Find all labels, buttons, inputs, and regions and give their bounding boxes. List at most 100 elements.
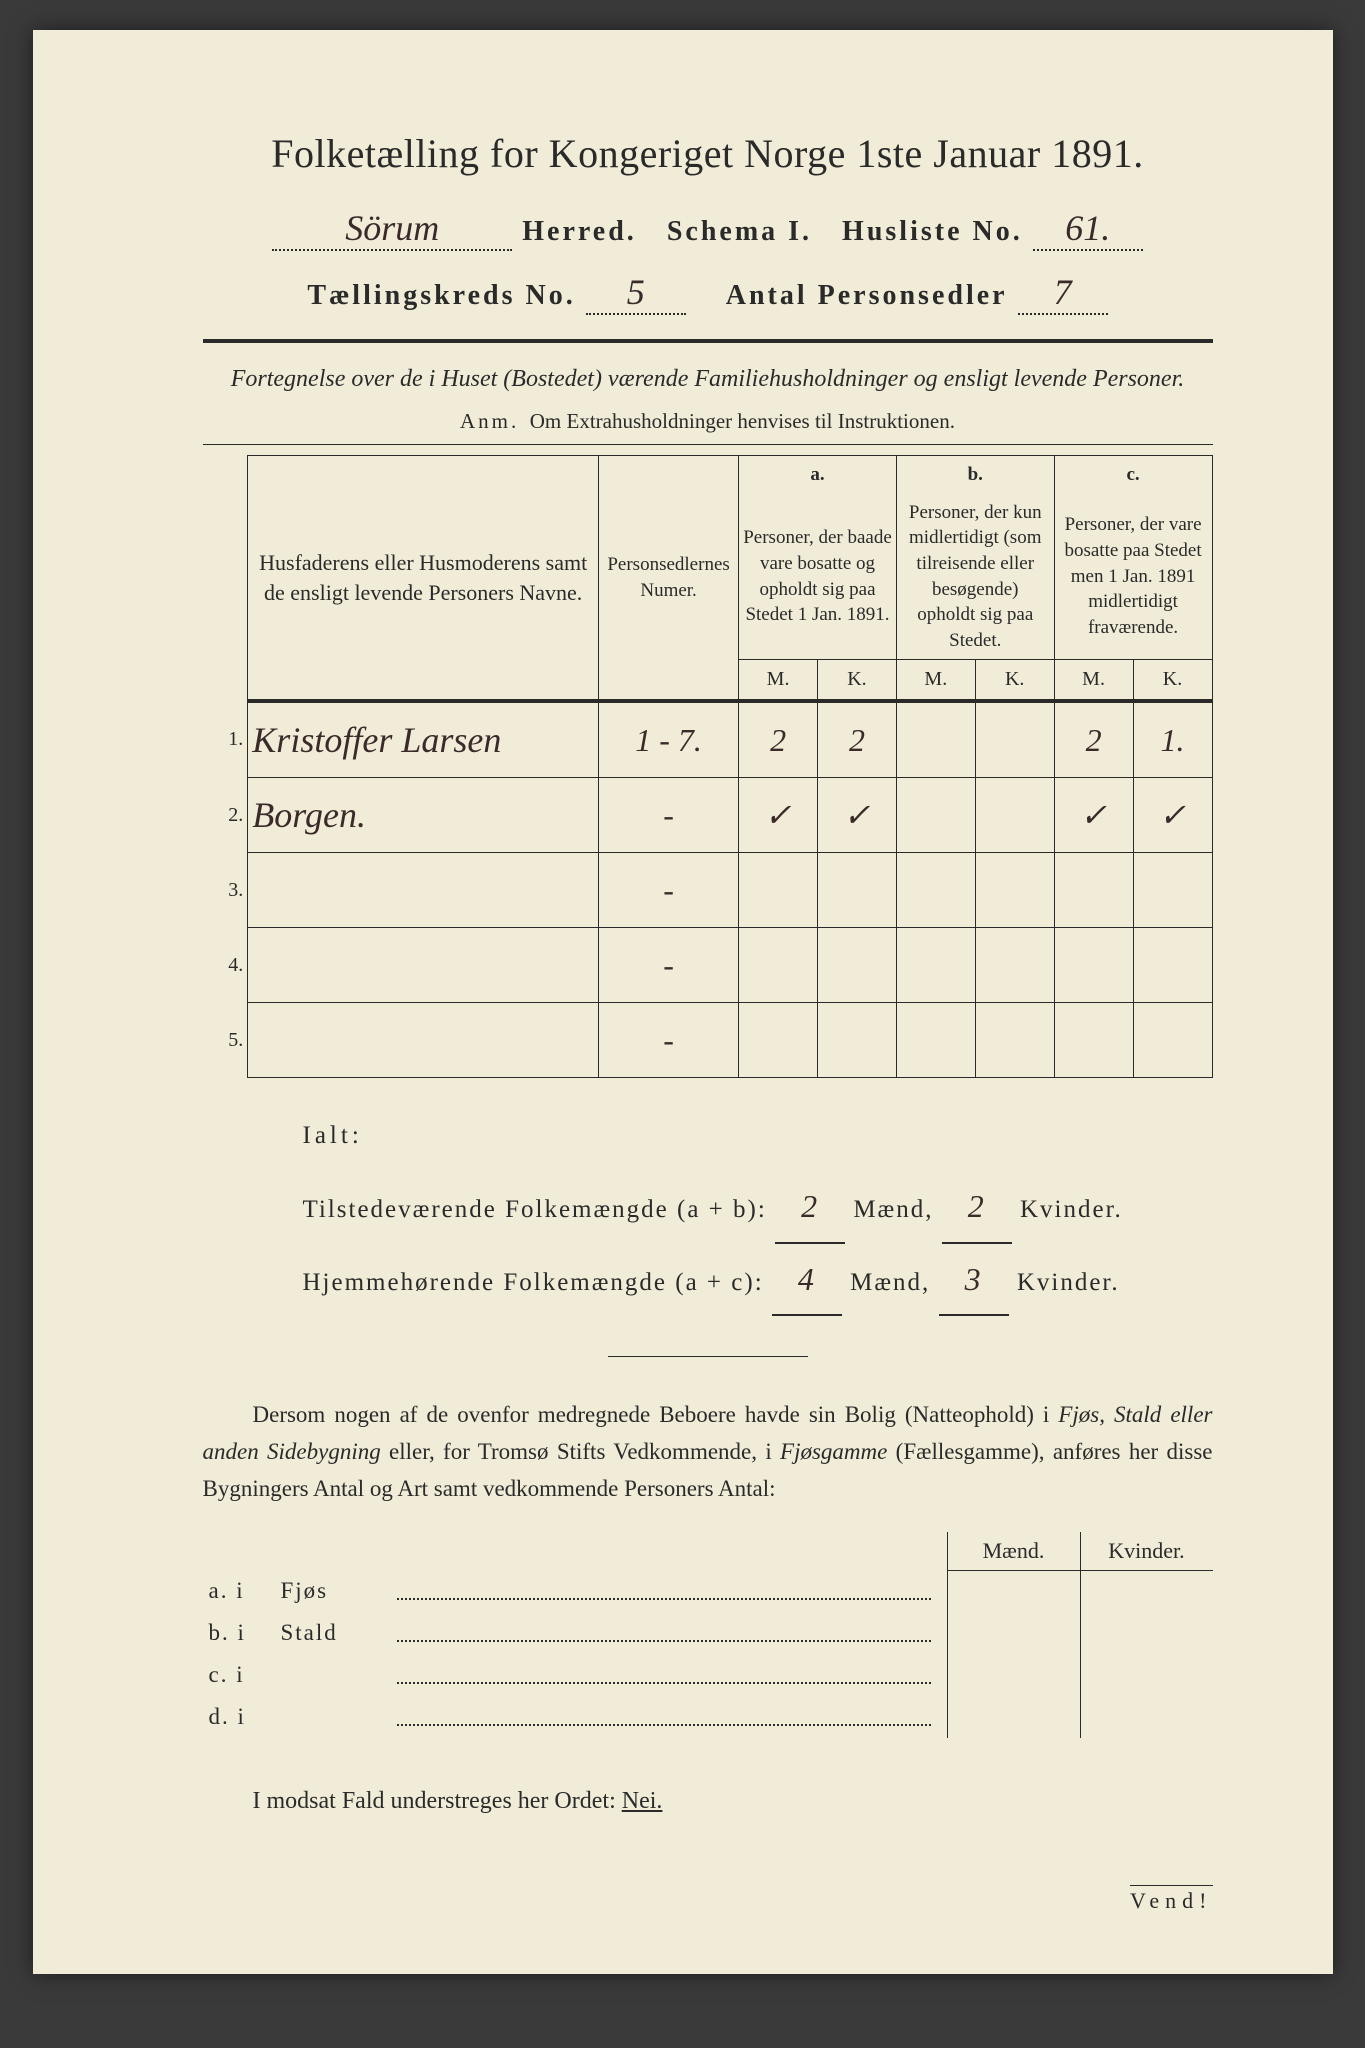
col-a-label: a. <box>810 464 824 485</box>
lower-row-kind: Stald <box>275 1612 397 1654</box>
totals-block: Ialt: Tilstedeværende Folkemængde (a + b… <box>203 1108 1213 1316</box>
name-cell <box>248 1003 599 1078</box>
divider <box>203 339 1213 343</box>
maend-label: Mænd, <box>850 1269 930 1296</box>
num-cell: 1 - 7. <box>599 701 739 778</box>
nei-line: I modsat Fald understreges her Ordet: Ne… <box>203 1788 1213 1815</box>
nei-text: I modsat Fald understreges her Ordet: <box>253 1788 616 1814</box>
kreds-value: 5 <box>627 272 645 312</box>
mk-header: M. <box>739 660 818 702</box>
a-k-cell: ✓ <box>818 778 897 853</box>
table-row: 2.Borgen.-✓✓✓✓ <box>203 778 1213 853</box>
col-a-text: Personer, der baade vare bosatte og opho… <box>739 494 897 660</box>
lower-row-k <box>1080 1654 1213 1696</box>
table-row: 5. - <box>203 1003 1213 1078</box>
name-cell <box>248 928 599 1003</box>
c-m-cell <box>1054 853 1133 928</box>
col-name: Husfaderens eller Husmoderens samt de en… <box>248 456 599 702</box>
row-number: 5. <box>203 1003 248 1078</box>
col-num: Personsedlernes Numer. <box>599 456 739 702</box>
b-m-cell <box>896 1003 975 1078</box>
lower-maend-header: Mænd. <box>947 1532 1080 1571</box>
anm-label: Anm. <box>460 409 519 433</box>
mk-header: K. <box>975 660 1054 702</box>
subtitle: Fortegnelse over de i Huset (Bostedet) v… <box>203 361 1213 397</box>
col-c-text: Personer, der vare bosatte paa Stedet me… <box>1054 494 1212 660</box>
totals-ab-m: 2 <box>801 1188 819 1224</box>
lower-row-dots <box>397 1654 948 1696</box>
lower-row-label: a. i <box>203 1570 275 1612</box>
a-m-cell: ✓ <box>739 778 818 853</box>
herred-label: Herred. <box>522 216 637 247</box>
c-k-cell <box>1133 1003 1212 1078</box>
header-line-3: Tællingskreds No. 5 Antal Personsedler 7 <box>203 271 1213 315</box>
lower-row-m <box>947 1654 1080 1696</box>
vend-label: Vend! <box>1130 1885 1213 1914</box>
table-row: c. i <box>203 1654 1213 1696</box>
antal-value: 7 <box>1054 272 1072 312</box>
c-k-cell: ✓ <box>1133 778 1212 853</box>
col-c-label: c. <box>1126 464 1139 485</box>
lower-row-dots <box>397 1570 948 1612</box>
table-row: d. i <box>203 1696 1213 1738</box>
divider <box>608 1356 808 1357</box>
lower-row-m <box>947 1570 1080 1612</box>
totals-line-1: Tilstedeværende Folkemængde (a + b): 2 M… <box>303 1171 1213 1243</box>
header-line-2: Sörum Herred. Schema I. Husliste No. 61. <box>203 207 1213 251</box>
lower-row-label: c. i <box>203 1654 275 1696</box>
maend-label: Mænd, <box>853 1196 933 1223</box>
a-m-cell <box>739 853 818 928</box>
anm-text: Om Extrahusholdninger henvises til Instr… <box>530 409 955 433</box>
nei-word: Nei. <box>622 1788 663 1814</box>
a-k-cell <box>818 853 897 928</box>
page-title: Folketælling for Kongeriget Norge 1ste J… <box>203 130 1213 177</box>
num-cell: - <box>599 1003 739 1078</box>
table-row: 4.- <box>203 928 1213 1003</box>
totals-line-2: Hjemmehørende Folkemængde (a + c): 4 Mæn… <box>303 1244 1213 1316</box>
mk-header: K. <box>818 660 897 702</box>
b-m-cell <box>896 853 975 928</box>
lower-row-k <box>1080 1570 1213 1612</box>
name-cell <box>248 853 599 928</box>
lower-kvinder-header: Kvinder. <box>1080 1532 1213 1571</box>
a-k-cell <box>818 928 897 1003</box>
col-b-label: b. <box>968 464 983 485</box>
b-m-cell <box>896 701 975 778</box>
name-cell: Borgen. <box>248 778 599 853</box>
census-form-page: Folketælling for Kongeriget Norge 1ste J… <box>33 30 1333 1974</box>
num-cell: - <box>599 928 739 1003</box>
totals-ac-m: 4 <box>798 1261 816 1297</box>
b-k-cell <box>975 853 1054 928</box>
table-row: b. iStald <box>203 1612 1213 1654</box>
col-b-text: Personer, der kun midlertidigt (som tilr… <box>896 494 1054 660</box>
husliste-value: 61. <box>1065 208 1110 248</box>
lower-row-kind <box>275 1654 397 1696</box>
a-m-cell <box>739 928 818 1003</box>
b-k-cell <box>975 1003 1054 1078</box>
b-k-cell <box>975 701 1054 778</box>
b-m-cell <box>896 928 975 1003</box>
lower-row-label: d. i <box>203 1696 275 1738</box>
row-number: 2. <box>203 778 248 853</box>
row-number: 3. <box>203 853 248 928</box>
totals-ac-label: Hjemmehørende Folkemængde (a + c): <box>303 1269 764 1296</box>
a-k-cell <box>818 1003 897 1078</box>
kreds-label: Tællingskreds No. <box>307 280 575 311</box>
a-m-cell <box>739 1003 818 1078</box>
schema-label: Schema I. <box>667 216 812 247</box>
num-cell: - <box>599 778 739 853</box>
mk-header: M. <box>1054 660 1133 702</box>
c-k-cell: 1. <box>1133 701 1212 778</box>
lower-row-dots <box>397 1696 948 1738</box>
c-k-cell <box>1133 928 1212 1003</box>
b-m-cell <box>896 778 975 853</box>
ialt-label: Ialt: <box>303 1108 1213 1163</box>
row-number: 1. <box>203 701 248 778</box>
totals-ac-k: 3 <box>965 1261 983 1297</box>
num-cell: - <box>599 853 739 928</box>
c-m-cell: 2 <box>1054 701 1133 778</box>
table-row: 1.Kristoffer Larsen1 - 7.2221. <box>203 701 1213 778</box>
c-k-cell <box>1133 853 1212 928</box>
totals-ab-k: 2 <box>968 1188 986 1224</box>
kvinder-label: Kvinder. <box>1017 1269 1120 1296</box>
